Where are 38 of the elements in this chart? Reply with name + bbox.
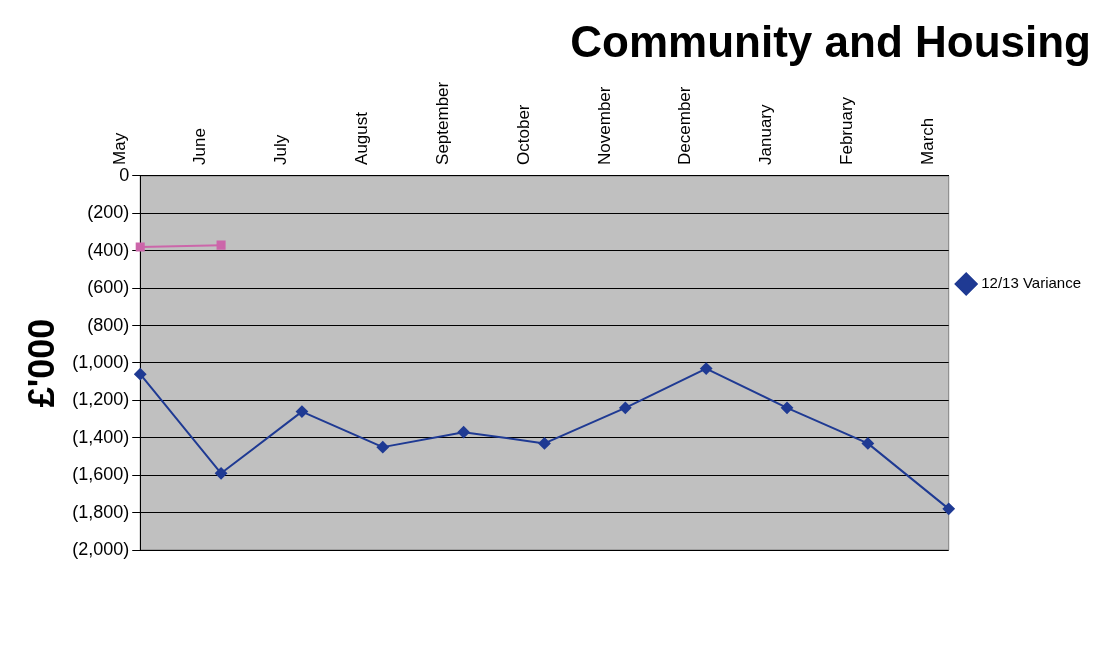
legend-label: 12/13 Variance [981,274,1081,292]
y-tick-label: (200) [87,202,130,223]
y-tick-label: (400) [87,239,130,260]
point [700,362,713,375]
point [216,240,226,250]
y-tick-label: (2,000) [72,538,130,559]
x-tick-label: October [513,104,533,165]
point [781,401,794,414]
point [135,242,145,252]
y-tick-label: (1,600) [72,464,130,485]
y-tick-label: 0 [119,164,130,185]
x-tick-label: December [675,86,695,165]
x-tick-label: January [756,103,776,165]
x-tick-label: May [109,132,129,165]
y-tick-label: (1,800) [72,501,130,522]
y-tick-label: (1,400) [72,426,130,447]
point [619,401,632,414]
x-tick-label: November [594,86,614,165]
point [457,426,470,439]
point [376,441,389,454]
chart-title: Community and Housing [570,16,1091,66]
point [861,437,874,450]
point [134,368,147,381]
y-axis-title: £'000 [20,318,62,408]
x-tick-label: February [837,96,857,165]
x-tick-label: June [190,128,210,165]
y-tick-label: (800) [87,314,130,335]
y-tick-label: (1,000) [72,351,130,372]
x-tick-label: August [352,111,372,165]
y-tick-label: (1,200) [72,389,130,410]
x-tick-label: September [432,81,452,165]
x-tick-label: July [271,134,291,165]
y-tick-label: (600) [87,277,130,298]
point [295,405,308,418]
x-tick-label: March [917,117,937,165]
point [942,502,955,515]
point [215,467,228,480]
point [538,437,551,450]
